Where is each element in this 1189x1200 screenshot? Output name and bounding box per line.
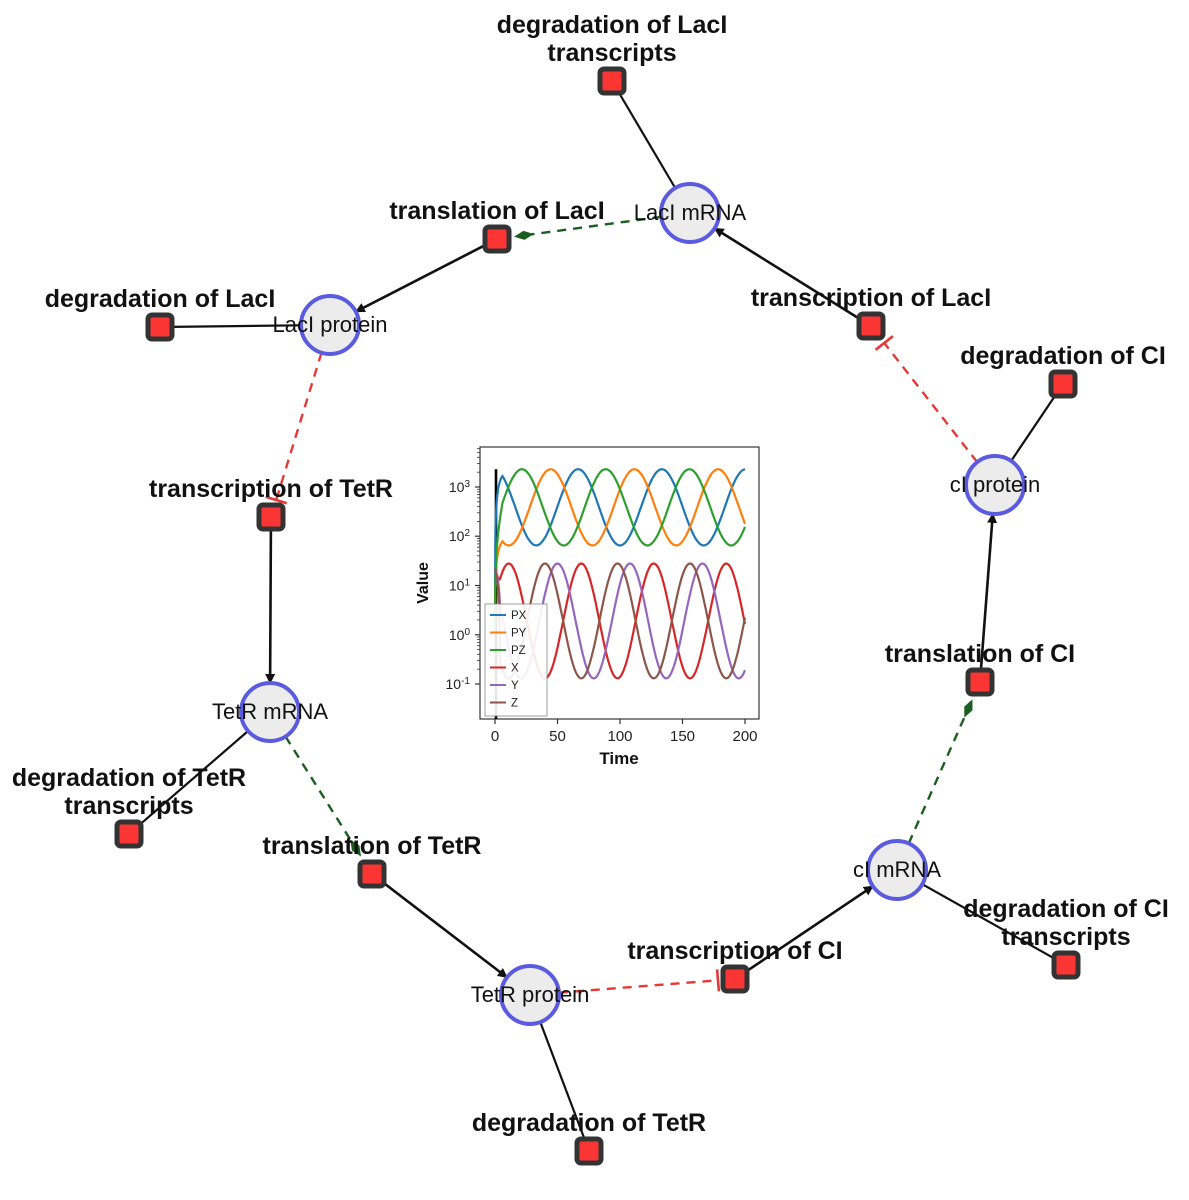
svg-text:PZ: PZ <box>511 645 526 657</box>
svg-text:X: X <box>511 663 519 675</box>
svg-text:150: 150 <box>670 728 695 745</box>
svg-text:0: 0 <box>491 728 499 745</box>
svg-text:Value: Value <box>415 562 432 604</box>
svg-text:100: 100 <box>449 626 471 643</box>
svg-text:Y: Y <box>511 680 519 692</box>
svg-text:Z: Z <box>511 698 518 710</box>
svg-text:100: 100 <box>607 728 632 745</box>
svg-text:PX: PX <box>511 610 527 622</box>
svg-text:PY: PY <box>511 628 527 640</box>
svg-text:10-1: 10-1 <box>446 676 471 693</box>
svg-text:Time: Time <box>599 749 638 768</box>
svg-text:200: 200 <box>732 728 757 745</box>
svg-text:50: 50 <box>549 728 566 745</box>
svg-text:101: 101 <box>449 577 471 594</box>
svg-text:103: 103 <box>449 479 471 496</box>
svg-text:102: 102 <box>449 528 471 545</box>
